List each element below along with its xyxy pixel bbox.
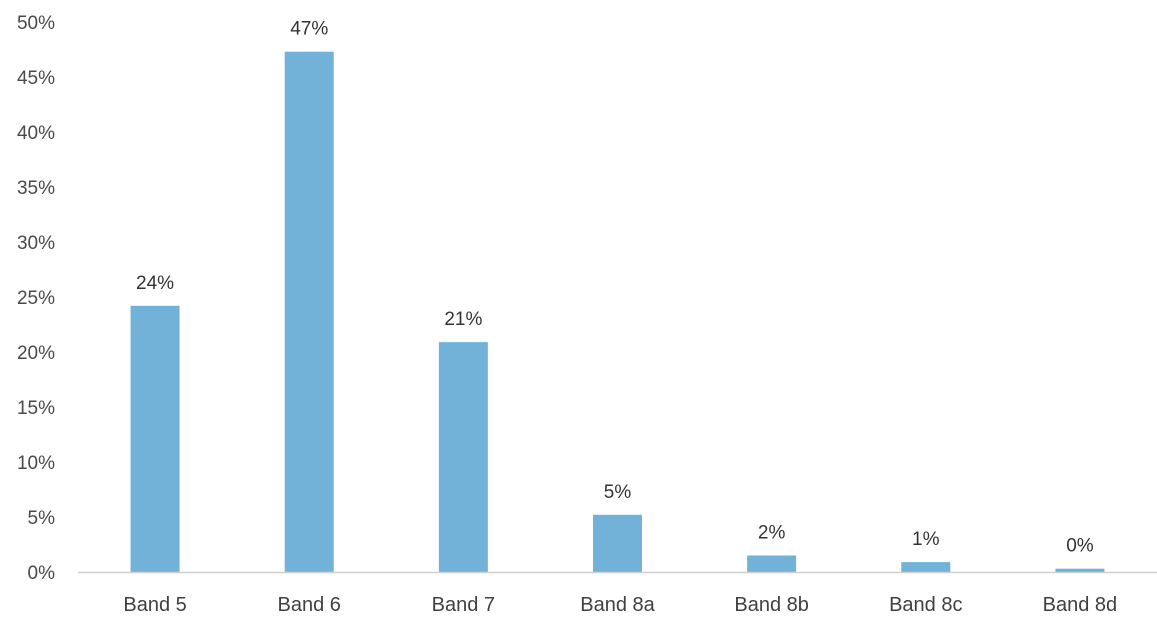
bar-band-8b (747, 555, 797, 572)
x-axis-category-labels: Band 5 Band 6 Band 7 Band 8a Band 8b Band 8c B… (123, 594, 1117, 616)
bar-band-8d (1055, 568, 1105, 572)
y-tick-label: 0% (28, 563, 56, 584)
data-label: 0% (1066, 536, 1094, 557)
data-labels: 24% 47% 21% 5% 2% 1% 0% (136, 19, 1094, 557)
y-tick-label: 20% (17, 343, 55, 364)
y-axis-ticks: 0% 5% 10% 15% 20% 25% 30% 35% 40% 45% 50% (17, 13, 55, 584)
y-tick-label: 35% (17, 178, 55, 199)
bar-band-7 (438, 342, 488, 572)
bar-band-6 (284, 51, 334, 572)
y-tick-label: 5% (28, 508, 56, 529)
bar-band-8a (593, 514, 642, 572)
data-label: 2% (758, 523, 786, 544)
y-tick-label: 45% (17, 68, 55, 89)
y-tick-label: 30% (17, 233, 55, 254)
bars (130, 51, 1105, 572)
data-label: 1% (912, 529, 940, 550)
category-label: Band 7 (432, 594, 495, 616)
y-tick-label: 40% (17, 123, 55, 144)
category-label: Band 8a (580, 594, 655, 616)
y-tick-label: 50% (17, 13, 55, 34)
category-label: Band 6 (278, 594, 341, 616)
data-label: 5% (604, 482, 632, 503)
data-label: 47% (290, 19, 328, 40)
data-label: 21% (444, 309, 482, 330)
category-label: Band 8d (1043, 594, 1118, 616)
data-label: 24% (136, 273, 174, 294)
y-tick-label: 25% (17, 288, 55, 309)
category-label: Band 5 (123, 594, 186, 616)
y-tick-label: 10% (17, 453, 55, 474)
y-tick-label: 15% (17, 398, 55, 419)
category-label: Band 8b (734, 594, 809, 616)
bar-band-8c (901, 562, 951, 572)
bar-band-5 (130, 305, 180, 572)
category-label: Band 8c (889, 594, 962, 616)
